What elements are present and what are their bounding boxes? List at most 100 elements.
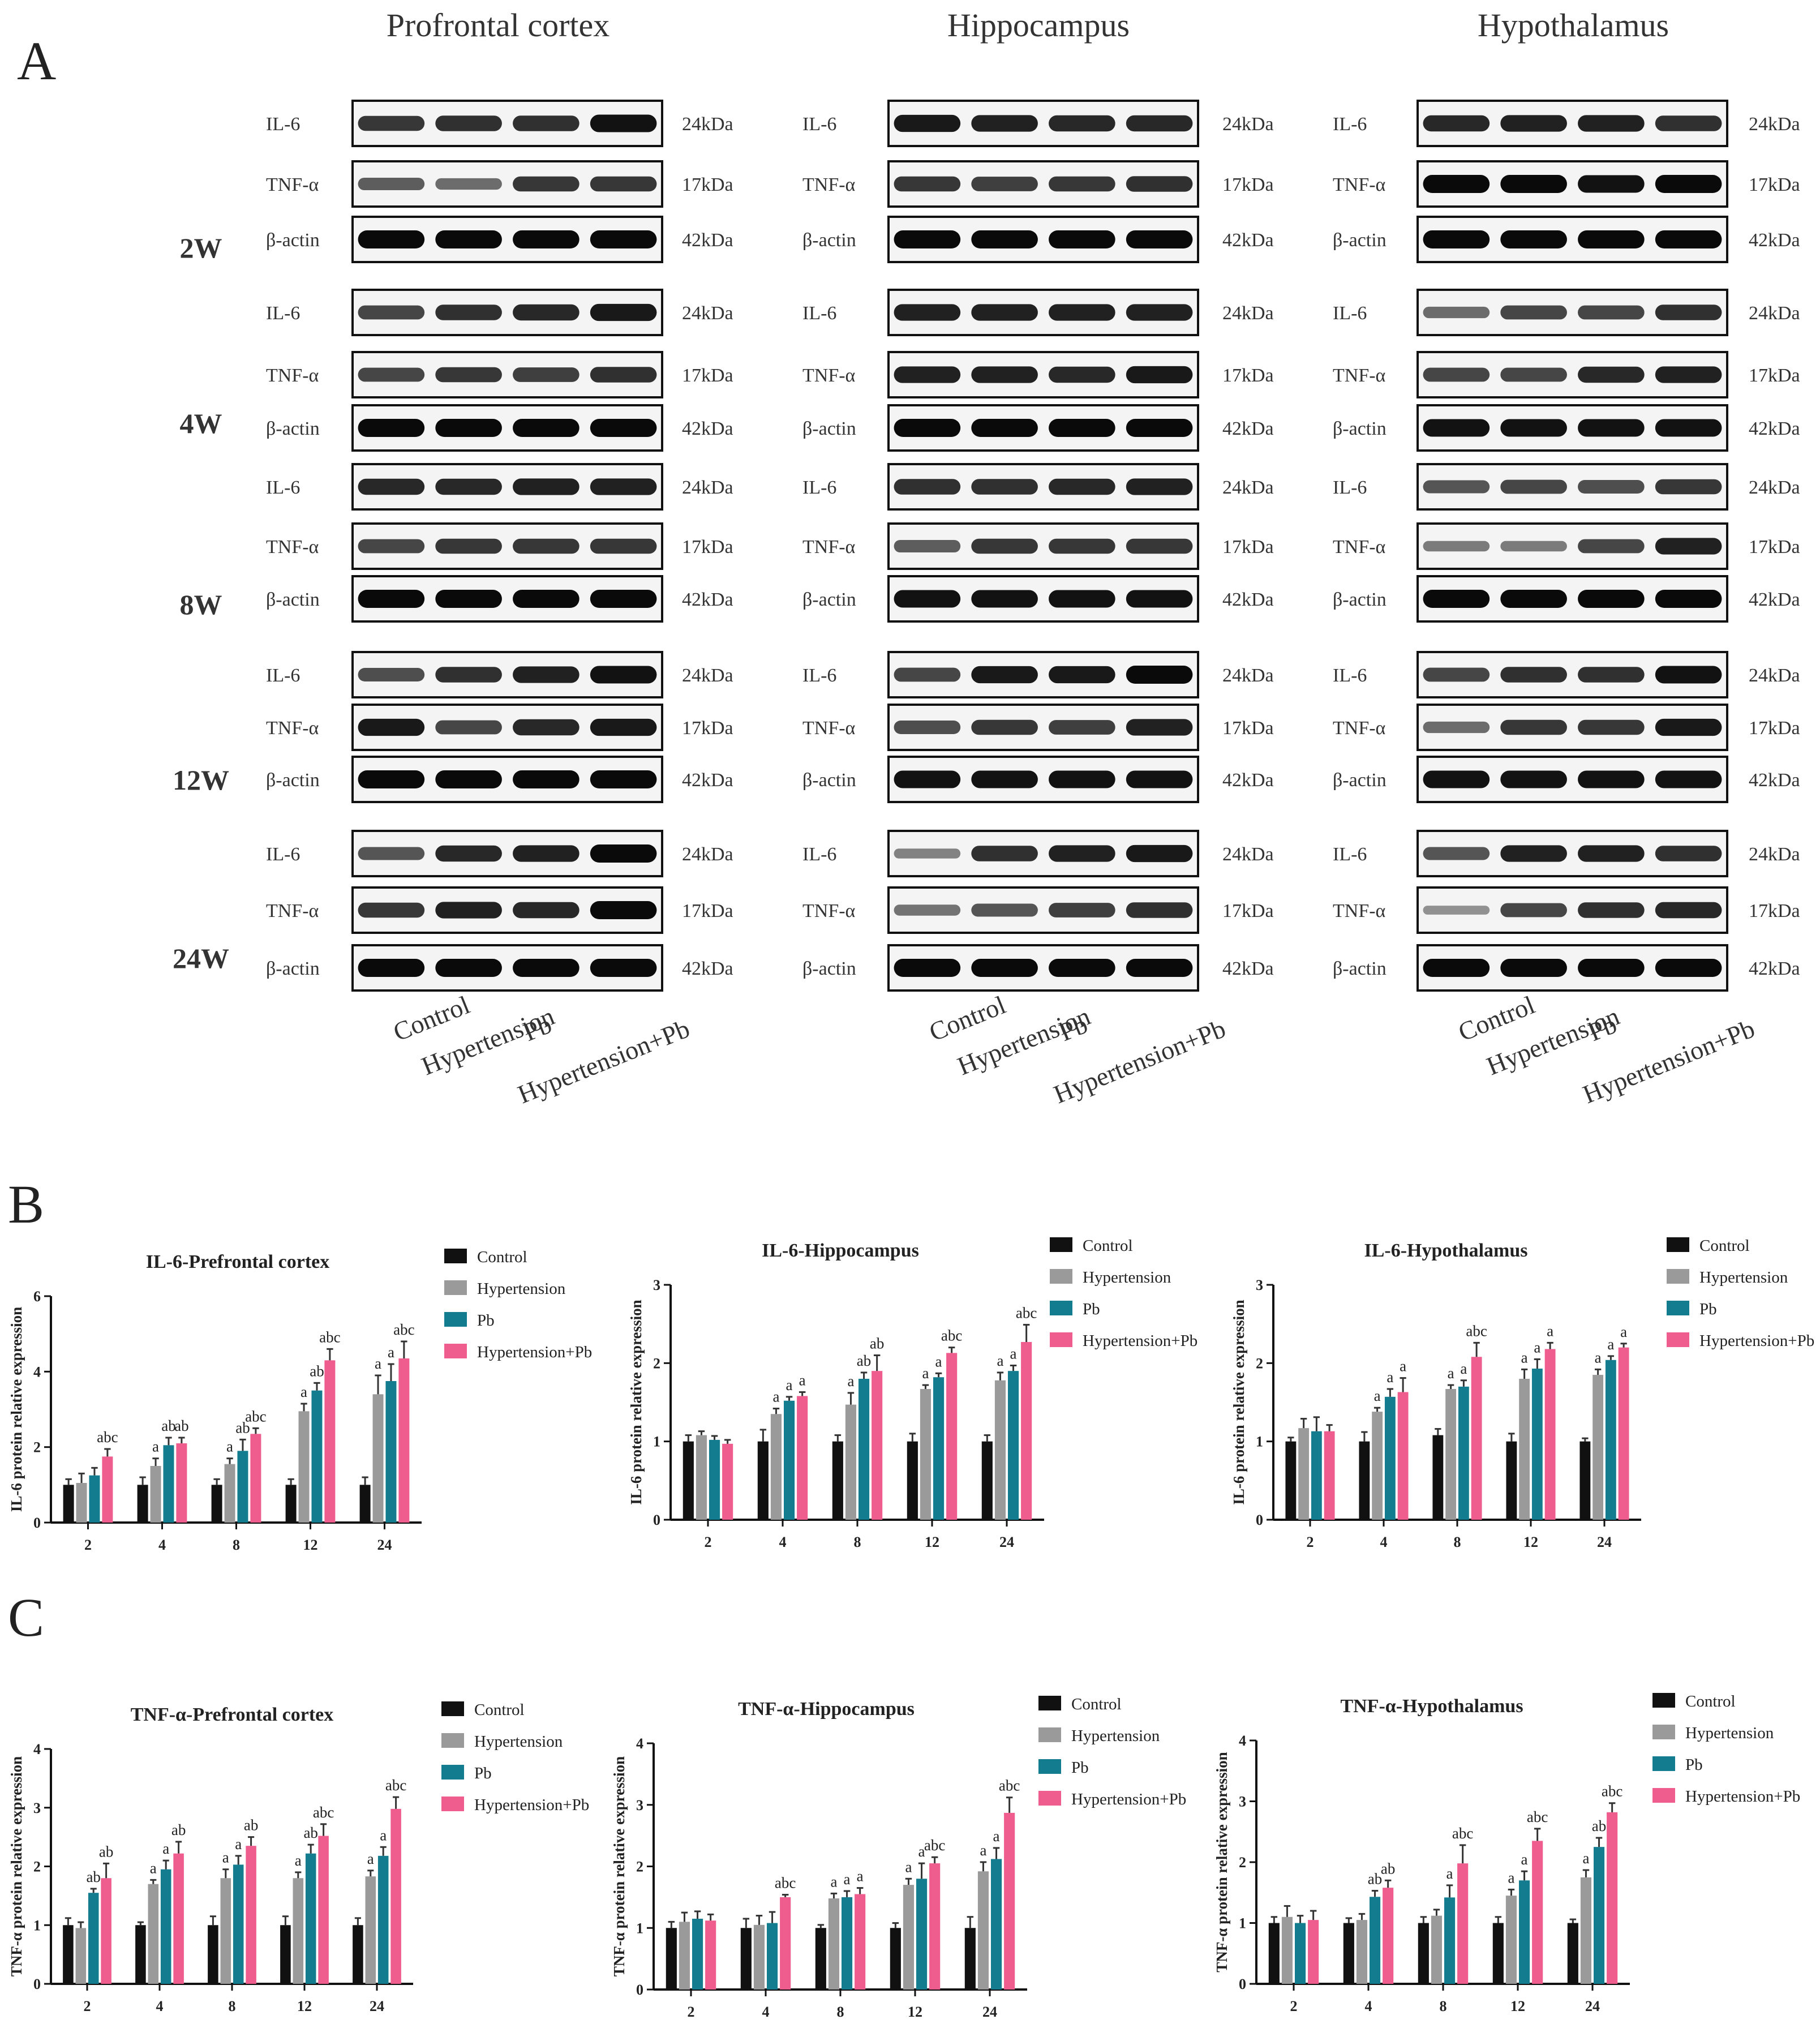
size-label: 42kDa — [1222, 418, 1274, 439]
x-tick-label: 8 — [229, 1998, 236, 2014]
size-label: 42kDa — [1222, 958, 1274, 979]
protein-band — [590, 230, 657, 248]
protein-band — [590, 590, 657, 608]
protein-band — [590, 666, 657, 684]
protein-label: TNF-α — [266, 365, 319, 386]
significance-label: abc — [941, 1327, 962, 1344]
protein-band — [1655, 305, 1722, 320]
protein-label: β-actin — [1333, 230, 1387, 251]
significance-label: abc — [1452, 1825, 1473, 1842]
bar — [1343, 1923, 1354, 1984]
protein-band — [1049, 478, 1115, 495]
legend-label: Control — [1699, 1237, 1750, 1255]
protein-band — [971, 959, 1038, 977]
size-label: 24kDa — [1222, 844, 1274, 865]
significance-label: a — [152, 1438, 159, 1455]
significance-label: a — [1521, 1851, 1528, 1868]
protein-label: β-actin — [802, 230, 856, 251]
bar — [815, 1928, 826, 1990]
protein-band — [1655, 538, 1722, 555]
y-tick-label: 1 — [33, 1917, 41, 1933]
y-tick-label: 4 — [33, 1741, 41, 1757]
protein-band — [1655, 366, 1722, 383]
x-tick-label: 2 — [705, 1534, 712, 1550]
significance-label: abc — [319, 1328, 340, 1345]
significance-label: a — [786, 1377, 793, 1394]
protein-band — [1500, 770, 1567, 788]
bar — [1021, 1341, 1032, 1520]
size-label: 24kDa — [1749, 665, 1800, 686]
protein-label: TNF-α — [1333, 174, 1386, 195]
protein-band — [971, 479, 1038, 495]
bar — [1607, 1812, 1618, 1984]
protein-band — [513, 770, 580, 788]
bar — [1372, 1412, 1383, 1520]
protein-band — [1423, 541, 1490, 552]
x-tick-label: 2 — [84, 1998, 91, 2014]
legend-swatch — [1050, 1332, 1072, 1347]
bar — [233, 1864, 244, 1984]
protein-band — [513, 538, 580, 554]
bar — [841, 1897, 853, 1990]
y-tick-label: 0 — [33, 1976, 41, 1992]
protein-label: IL-6 — [266, 665, 300, 686]
protein-band — [435, 538, 502, 554]
size-label: 42kDa — [1749, 418, 1800, 439]
protein-label: β-actin — [1333, 589, 1387, 610]
y-tick-label: 2 — [33, 1859, 41, 1875]
protein-band — [435, 178, 502, 190]
protein-band — [1049, 176, 1115, 192]
x-tick-label: 24 — [982, 2004, 997, 2020]
protein-band — [1500, 667, 1567, 683]
x-tick-label: 4 — [156, 1998, 164, 2014]
legend-swatch — [1652, 1725, 1675, 1739]
chart-title: TNF-α-Hippocampus — [738, 1699, 915, 1720]
legend-swatch — [1652, 1788, 1675, 1803]
protein-band — [971, 770, 1038, 788]
y-tick-label: 3 — [1239, 1794, 1246, 1810]
protein-band — [1655, 479, 1722, 495]
protein-band — [1423, 959, 1490, 977]
significance-label: a — [1400, 1358, 1406, 1375]
protein-band — [1578, 539, 1645, 554]
protein-band — [435, 845, 502, 862]
protein-band — [1655, 115, 1722, 131]
panel-label-a: A — [17, 31, 56, 91]
protein-band — [1655, 175, 1722, 193]
bar — [1431, 1915, 1443, 1984]
protein-band — [1578, 175, 1645, 193]
protein-band — [1578, 667, 1645, 683]
significance-label: a — [1521, 1349, 1528, 1366]
legend-label: Control — [477, 1248, 527, 1266]
legend-label: Pb — [1071, 1759, 1089, 1777]
chart-title: TNF-α-Prefrontal cortex — [131, 1704, 334, 1725]
significance-label: a — [235, 1836, 242, 1853]
protein-band — [590, 718, 657, 736]
size-label: 42kDa — [1222, 230, 1274, 251]
significance-label: a — [1595, 1349, 1602, 1366]
protein-label: IL-6 — [1333, 844, 1367, 865]
protein-band — [1049, 304, 1115, 321]
region-title: Hippocampus — [947, 7, 1130, 44]
protein-band — [435, 720, 502, 735]
protein-label: β-actin — [802, 770, 856, 791]
bar-charts: IL-6-Prefrontal cortex IL-6 protein relat… — [8, 1237, 1814, 2020]
significance-label: abc — [1527, 1808, 1548, 1825]
significance-label: abc — [1602, 1783, 1622, 1800]
protein-band — [1049, 230, 1115, 248]
y-tick-label: 1 — [636, 1920, 643, 1936]
size-label: 17kDa — [1222, 718, 1274, 739]
protein-label: IL-6 — [266, 477, 300, 498]
significance-label: a — [375, 1355, 381, 1372]
protein-band — [1500, 367, 1567, 382]
bar — [845, 1404, 857, 1520]
bar — [390, 1808, 401, 1984]
protein-band — [1049, 770, 1115, 788]
protein-band — [1049, 590, 1115, 608]
bar — [150, 1466, 161, 1523]
protein-band — [894, 848, 961, 859]
protein-band — [971, 366, 1038, 383]
size-label: 24kDa — [1222, 665, 1274, 686]
bar — [148, 1884, 159, 1984]
protein-band — [1423, 419, 1490, 437]
